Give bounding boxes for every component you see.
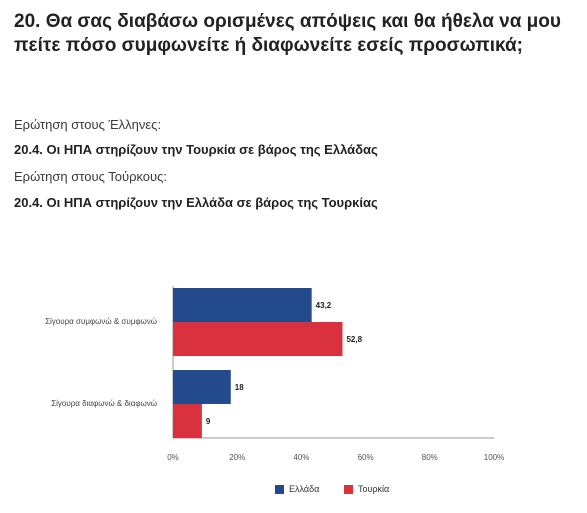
bar-turkey — [173, 404, 202, 438]
legend-swatch-greece — [275, 484, 284, 494]
category-label: Σίγουρα συμφωνώ & συμφωνώ — [45, 317, 157, 326]
greeks-statement: 20.4. Οι ΗΠΑ στηρίζουν την Τουρκία σε βά… — [14, 142, 378, 157]
x-tick-label: 40% — [293, 453, 309, 462]
question-title: 20. Θα σας διαβάσω ορισμένες απόψεις και… — [14, 11, 561, 56]
x-tick-label: 0% — [167, 453, 179, 462]
legend-item-turkey: Τουρκία — [344, 484, 389, 494]
legend-label-turkey: Τουρκία — [358, 484, 390, 494]
question-header: 20. Θα σας διαβάσω ορισμένες απόψεις και… — [14, 10, 574, 210]
data-label: 9 — [206, 417, 211, 426]
x-tick-label: 80% — [422, 453, 438, 462]
chart-legend: Ελλάδα Τουρκία — [0, 484, 587, 498]
data-label: 43,2 — [316, 301, 332, 310]
legend-label-greece: Ελλάδα — [289, 484, 320, 494]
legend-swatch-turkey — [344, 484, 353, 494]
x-tick-label: 100% — [484, 453, 504, 462]
x-tick-label: 60% — [358, 453, 374, 462]
x-tick-label: 20% — [229, 453, 245, 462]
bar-greece — [173, 370, 231, 404]
turks-question-label: Ερώτηση στους Τούρκους: — [14, 169, 168, 184]
turks-statement: 20.4. Οι ΗΠΑ στηρίζουν την Ελλάδα σε βάρ… — [14, 195, 378, 210]
data-label: 52,8 — [346, 335, 362, 344]
bar-greece — [173, 288, 312, 322]
greeks-question-label: Ερώτηση στους Έλληνες: — [14, 117, 162, 132]
data-label: 18 — [235, 383, 244, 392]
legend-item-greece: Ελλάδα — [275, 484, 319, 494]
category-label: Σίγουρα διαφωνώ & διαφωνώ — [51, 399, 157, 408]
bar-chart-svg: 0% 20% 40% 60% 80% 100% Σίγουρα συμφωνώ & συμφ… — [45, 286, 504, 462]
bar-turkey — [173, 322, 343, 356]
bar-chart: 0% 20% 40% 60% 80% 100% Σίγουρα συμφωνώ & συμφ… — [0, 280, 587, 513]
